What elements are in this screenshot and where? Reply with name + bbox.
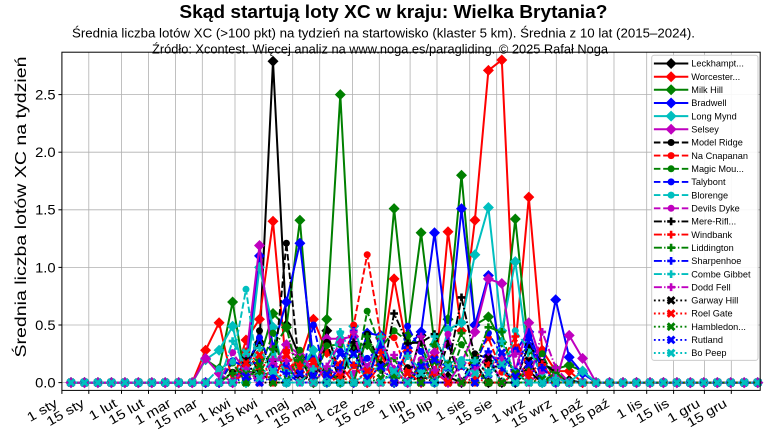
svg-text:Dodd Fell: Dodd Fell: [691, 282, 730, 292]
svg-text:0.0: 0.0: [35, 375, 56, 391]
svg-text:Roel Gate: Roel Gate: [691, 309, 732, 319]
svg-text:Sharpenhoe: Sharpenhoe: [691, 256, 741, 266]
svg-text:1.0: 1.0: [35, 259, 56, 275]
svg-text:2.0: 2.0: [35, 144, 56, 160]
svg-text:Mere-Rifl...: Mere-Rifl...: [691, 217, 736, 227]
svg-text:Na Cnapanan: Na Cnapanan: [691, 151, 748, 161]
svg-text:Bo Peep: Bo Peep: [691, 348, 726, 358]
svg-text:Long Mynd: Long Mynd: [691, 111, 736, 121]
svg-text:Windbank: Windbank: [691, 230, 732, 240]
svg-text:Combe Gibbet: Combe Gibbet: [691, 269, 751, 279]
svg-text:Źródło: Xcontest. Więcej anali: Źródło: Xcontest. Więcej analiz na www.n…: [152, 42, 609, 57]
svg-text:Model Ridge: Model Ridge: [691, 138, 743, 148]
svg-text:Skąd startują loty XC w kraju:: Skąd startują loty XC w kraju: Wielka Br…: [179, 1, 607, 22]
svg-text:Blorenge: Blorenge: [691, 190, 728, 200]
svg-text:Leckhampt...: Leckhampt...: [691, 59, 744, 69]
svg-text:Średnia liczba lotów XC (>100: Średnia liczba lotów XC (>100 pkt) na ty…: [72, 26, 695, 41]
svg-text:Selsey: Selsey: [691, 125, 719, 135]
svg-text:Hambledon...: Hambledon...: [691, 322, 746, 332]
svg-text:Milk Hill: Milk Hill: [691, 85, 723, 95]
svg-text:0.5: 0.5: [35, 317, 56, 333]
svg-text:Rutland: Rutland: [691, 335, 723, 345]
svg-text:1.5: 1.5: [35, 202, 56, 218]
svg-text:Bradwell: Bradwell: [691, 98, 726, 108]
svg-text:Liddington: Liddington: [691, 243, 733, 253]
svg-text:Worcester...: Worcester...: [691, 72, 740, 82]
svg-text:Garway Hill: Garway Hill: [691, 296, 738, 306]
svg-text:Średnia liczba lotów XC na tyd: Średnia liczba lotów XC na tydzień: [11, 57, 30, 358]
svg-text:2.5: 2.5: [35, 87, 56, 103]
svg-text:Devils Dyke: Devils Dyke: [691, 204, 740, 214]
svg-text:Magic Mou...: Magic Mou...: [691, 164, 744, 174]
svg-text:Talybont: Talybont: [691, 177, 726, 187]
